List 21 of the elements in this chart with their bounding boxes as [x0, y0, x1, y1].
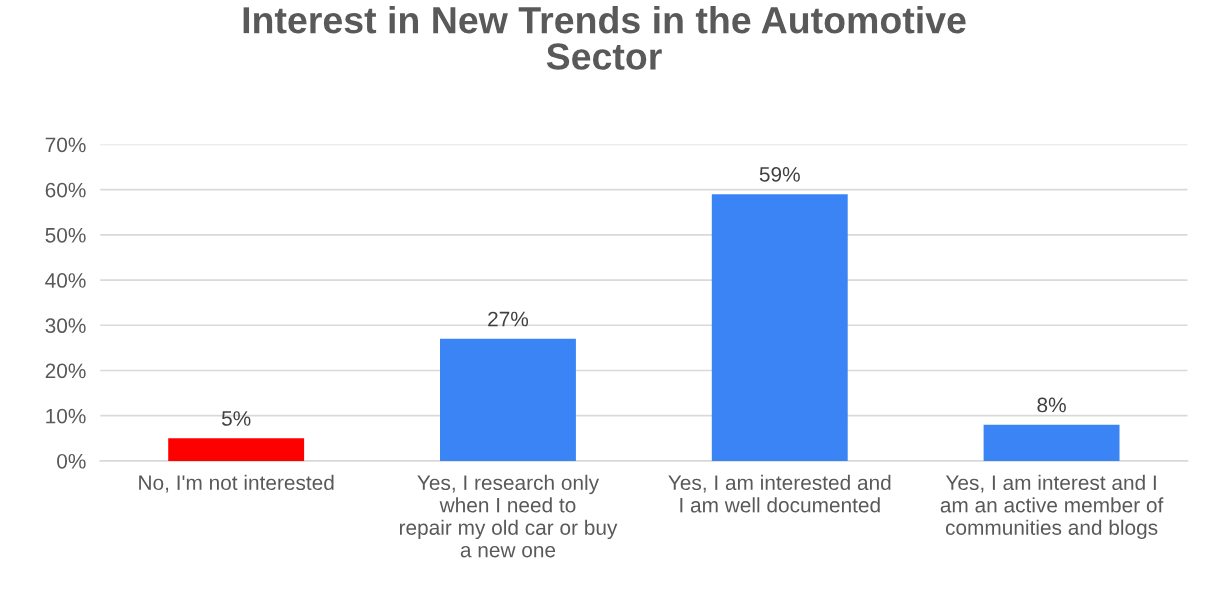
- data-label: 5%: [221, 411, 251, 426]
- x-tick-label: Yes, I research only when I need to repair my old car or buy a new one: [399, 474, 618, 558]
- y-tick-label: 0%: [57, 453, 86, 469]
- bar: [168, 438, 305, 461]
- bar: [983, 424, 1120, 461]
- y-tick-label: 70%: [45, 137, 86, 153]
- y-tick-label: 50%: [45, 227, 86, 243]
- x-tick-label: No, I'm not interested: [139, 474, 334, 493]
- chart-title: Interest in New Trends in the Automotive Sector: [243, 5, 966, 70]
- y-tick-label: 30%: [45, 318, 86, 334]
- bar: [711, 194, 848, 461]
- x-tick-label: Yes, I am interested and I am well documented: [668, 474, 891, 513]
- x-tick-label: Yes, I am interest and I am an active member of communities and blogs: [940, 474, 1164, 540]
- bar: [440, 338, 576, 461]
- y-tick-label: 40%: [45, 273, 86, 288]
- y-tick-label: 60%: [45, 182, 86, 198]
- y-tick-label: 20%: [45, 363, 86, 379]
- data-label: 59%: [759, 166, 800, 182]
- y-tick-label: 10%: [46, 408, 86, 424]
- data-label: 8%: [1037, 397, 1066, 413]
- data-label: 27%: [488, 311, 529, 327]
